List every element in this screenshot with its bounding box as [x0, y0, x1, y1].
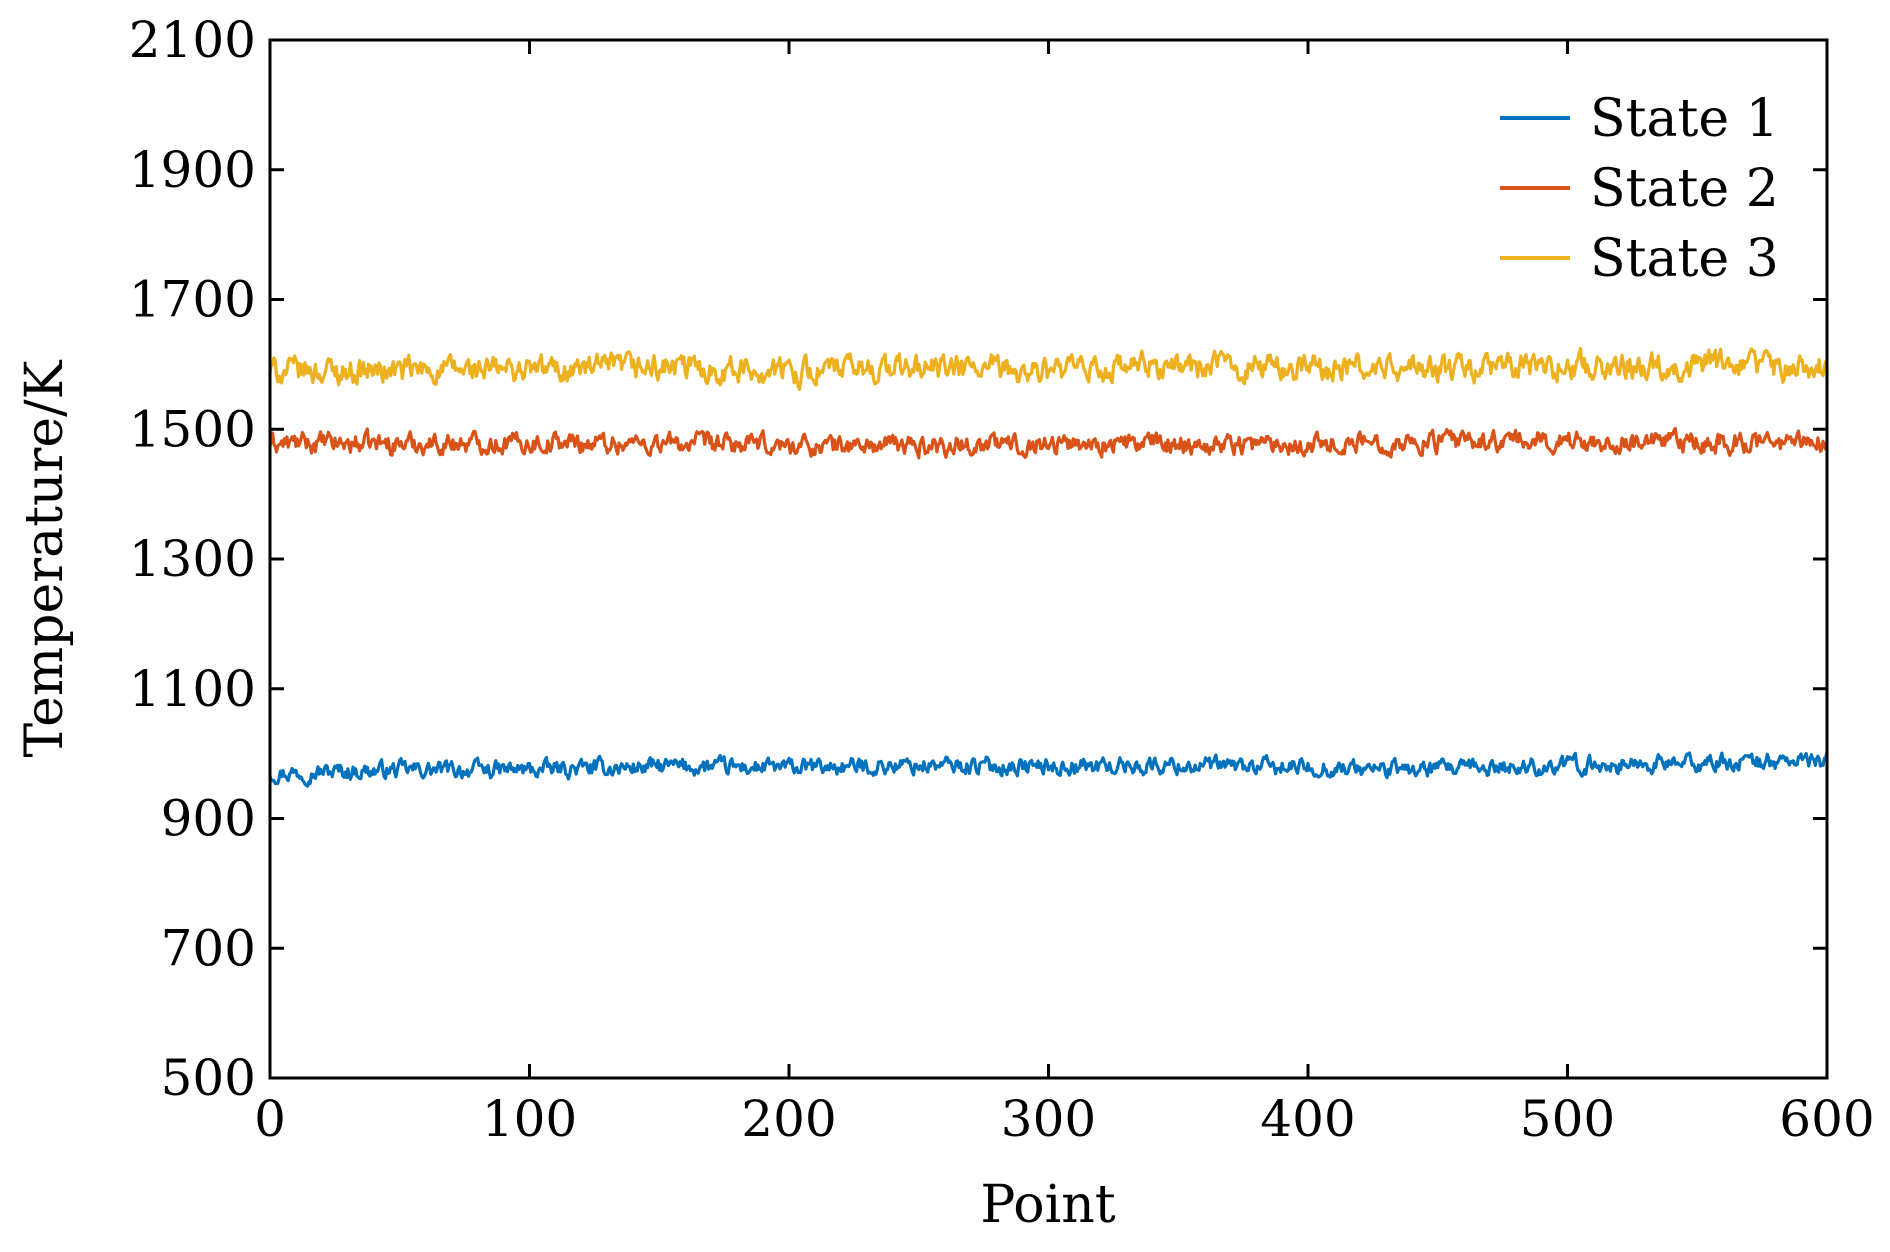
y-tick-label: 700 — [161, 919, 256, 977]
y-tick-label: 1900 — [129, 141, 256, 199]
x-tick-label: 200 — [741, 1090, 836, 1148]
series-layer — [268, 347, 1829, 788]
y-tick-label: 900 — [161, 790, 256, 848]
y-axis-title: Temperature/K — [15, 359, 75, 757]
x-tick-label: 100 — [482, 1090, 577, 1148]
y-tick-label: 1500 — [129, 400, 256, 458]
x-tick-label: 300 — [1001, 1090, 1096, 1148]
y-tick-label: 1700 — [129, 271, 256, 329]
series-line-state-1 — [268, 751, 1829, 788]
x-axis-title: Point — [980, 1175, 1115, 1235]
series-line-state-3 — [268, 347, 1829, 391]
x-tick-label: 600 — [1779, 1090, 1874, 1148]
x-tick-label: 400 — [1260, 1090, 1355, 1148]
y-tick-label: 1300 — [129, 530, 256, 588]
series-line-state-2 — [268, 426, 1828, 460]
ticks-layer — [268, 38, 1829, 1080]
legend-label: State 1 — [1590, 89, 1779, 149]
tick-labels-layer: 0 100 200 300 400 500 600 500 700 900 1100 1300 1500… — [129, 11, 1875, 1148]
legend: State 1 State 2 State 3 — [1500, 89, 1779, 289]
legend-label: State 3 — [1590, 229, 1779, 289]
legend-label: State 2 — [1590, 159, 1779, 219]
y-tick-label: 1100 — [129, 660, 256, 718]
y-tick-label: 500 — [161, 1049, 256, 1107]
x-tick-label: 0 — [254, 1090, 286, 1148]
x-tick-label: 500 — [1520, 1090, 1615, 1148]
y-tick-label: 2100 — [129, 11, 256, 69]
